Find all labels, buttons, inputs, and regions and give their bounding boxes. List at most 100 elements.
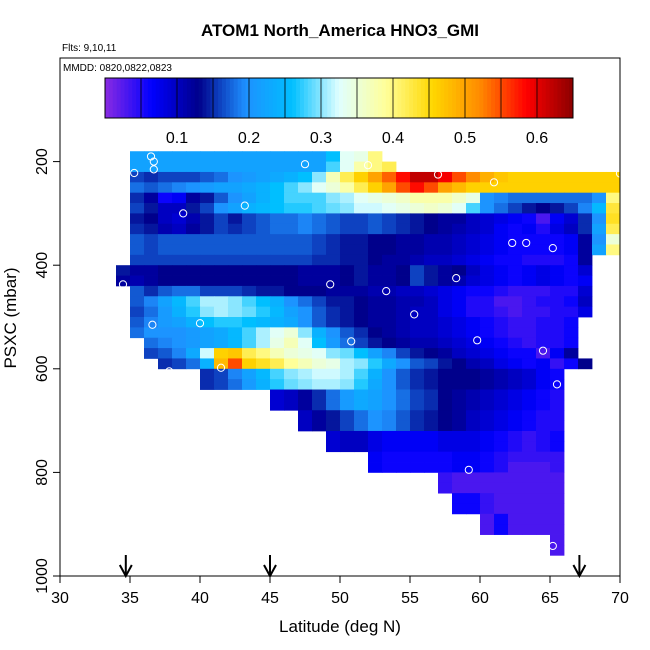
heatmap-cell bbox=[508, 503, 523, 515]
heatmap-cell bbox=[550, 306, 565, 318]
heatmap-cell bbox=[522, 182, 537, 194]
heatmap-cell bbox=[172, 192, 187, 204]
heatmap-cell bbox=[466, 337, 481, 349]
colorbar-segment bbox=[514, 78, 519, 118]
heatmap-cell bbox=[368, 192, 383, 204]
heatmap-cell bbox=[214, 348, 229, 359]
sample-point bbox=[148, 320, 157, 329]
heatmap-cell bbox=[382, 275, 397, 287]
heatmap-cell bbox=[326, 358, 341, 370]
heatmap-cell bbox=[186, 203, 201, 214]
heatmap-cell bbox=[508, 265, 523, 276]
heatmap-cell bbox=[536, 192, 551, 204]
heatmap-cell bbox=[256, 327, 271, 339]
colorbar-segment bbox=[436, 78, 441, 118]
heatmap-cell bbox=[522, 192, 537, 204]
heatmap-cell bbox=[214, 327, 229, 339]
heatmap-cell bbox=[368, 254, 383, 266]
colorbar-segment bbox=[218, 78, 223, 118]
heatmap-cell bbox=[340, 223, 355, 235]
x-tick-label: 70 bbox=[611, 590, 629, 607]
sample-point bbox=[347, 337, 356, 346]
colorbar-segment bbox=[350, 78, 356, 118]
heatmap-cell bbox=[550, 379, 565, 390]
heatmap-cell bbox=[340, 379, 355, 390]
heatmap-cell bbox=[452, 462, 467, 473]
heatmap-cell bbox=[508, 213, 523, 225]
heatmap-cell bbox=[494, 254, 509, 266]
heatmap-cell bbox=[270, 317, 285, 328]
heatmap-cell bbox=[578, 265, 593, 276]
heatmap-cell bbox=[452, 399, 467, 411]
heatmap-cell bbox=[312, 296, 327, 308]
heatmap-cell bbox=[228, 306, 243, 318]
heatmap-cell bbox=[494, 410, 509, 421]
colorbar-segment bbox=[405, 78, 410, 118]
heatmap-cell bbox=[466, 244, 481, 256]
heatmap-cell bbox=[424, 244, 439, 256]
heatmap-cell bbox=[326, 368, 341, 380]
colorbar-segment bbox=[276, 78, 281, 118]
heatmap-cell bbox=[438, 472, 453, 484]
heatmap-cell bbox=[536, 513, 551, 525]
heatmap-cell bbox=[312, 182, 327, 194]
heatmap-cell bbox=[536, 399, 551, 411]
heatmap-cell bbox=[144, 265, 159, 276]
heatmap-cell bbox=[242, 213, 257, 225]
heatmap-cell bbox=[452, 234, 467, 245]
colorbar-segment bbox=[147, 78, 153, 118]
heatmap-cell bbox=[228, 265, 243, 276]
heatmap-cell bbox=[480, 306, 495, 318]
heatmap-cell bbox=[382, 254, 397, 266]
sample-point bbox=[615, 169, 620, 178]
heatmap-cell bbox=[270, 296, 285, 308]
heatmap-cell bbox=[452, 410, 467, 421]
heatmap-cell bbox=[466, 327, 481, 339]
colorbar-segment bbox=[159, 78, 164, 118]
heatmap-cell bbox=[494, 244, 509, 256]
heatmap-cell bbox=[144, 213, 159, 225]
heatmap-cell bbox=[480, 482, 495, 494]
heatmap-cell bbox=[564, 285, 579, 297]
heatmap-cell bbox=[494, 213, 509, 225]
heatmap-cell bbox=[578, 296, 593, 308]
colorbar-segment bbox=[120, 78, 125, 118]
heatmap-cell bbox=[382, 379, 397, 390]
heatmap-cell bbox=[564, 171, 579, 183]
heatmap-cell bbox=[214, 244, 229, 256]
heatmap-cell bbox=[536, 182, 551, 194]
heatmap-cell bbox=[326, 389, 341, 401]
colorbar-segment bbox=[198, 78, 203, 118]
heatmap-cell bbox=[606, 171, 620, 183]
heatmap-cell bbox=[214, 213, 229, 225]
heatmap-cell bbox=[578, 192, 593, 204]
heatmap-cell bbox=[606, 223, 620, 235]
heatmap-cell bbox=[536, 203, 551, 214]
heatmap-cell bbox=[200, 182, 215, 194]
heatmap-cell bbox=[396, 451, 411, 463]
heatmap-cell bbox=[284, 171, 299, 183]
heatmap-cell bbox=[270, 389, 285, 401]
heatmap-cell bbox=[438, 410, 453, 421]
colorbar-segment bbox=[307, 78, 313, 118]
heatmap-cell bbox=[522, 265, 537, 276]
heatmap-cell bbox=[158, 327, 173, 339]
sample-point bbox=[464, 465, 473, 474]
heatmap-cell bbox=[592, 244, 607, 256]
heatmap-cell bbox=[368, 317, 383, 328]
heatmap-cell bbox=[424, 265, 439, 276]
heatmap-cell bbox=[130, 171, 145, 183]
heatmap-cell bbox=[354, 151, 369, 162]
flight-marker-arrowhead bbox=[572, 564, 587, 579]
heatmap-cell bbox=[312, 223, 327, 235]
heatmap-cell bbox=[354, 254, 369, 266]
heatmap-cell bbox=[550, 399, 565, 411]
heatmap-cell bbox=[298, 337, 313, 349]
heatmap-cell bbox=[452, 379, 467, 390]
heatmap-cell bbox=[340, 368, 355, 380]
colorbar-segment bbox=[335, 78, 340, 118]
heatmap-cell bbox=[494, 171, 509, 183]
heatmap-cell bbox=[158, 275, 173, 287]
heatmap-cell bbox=[340, 265, 355, 276]
heatmap-cell bbox=[256, 254, 271, 266]
